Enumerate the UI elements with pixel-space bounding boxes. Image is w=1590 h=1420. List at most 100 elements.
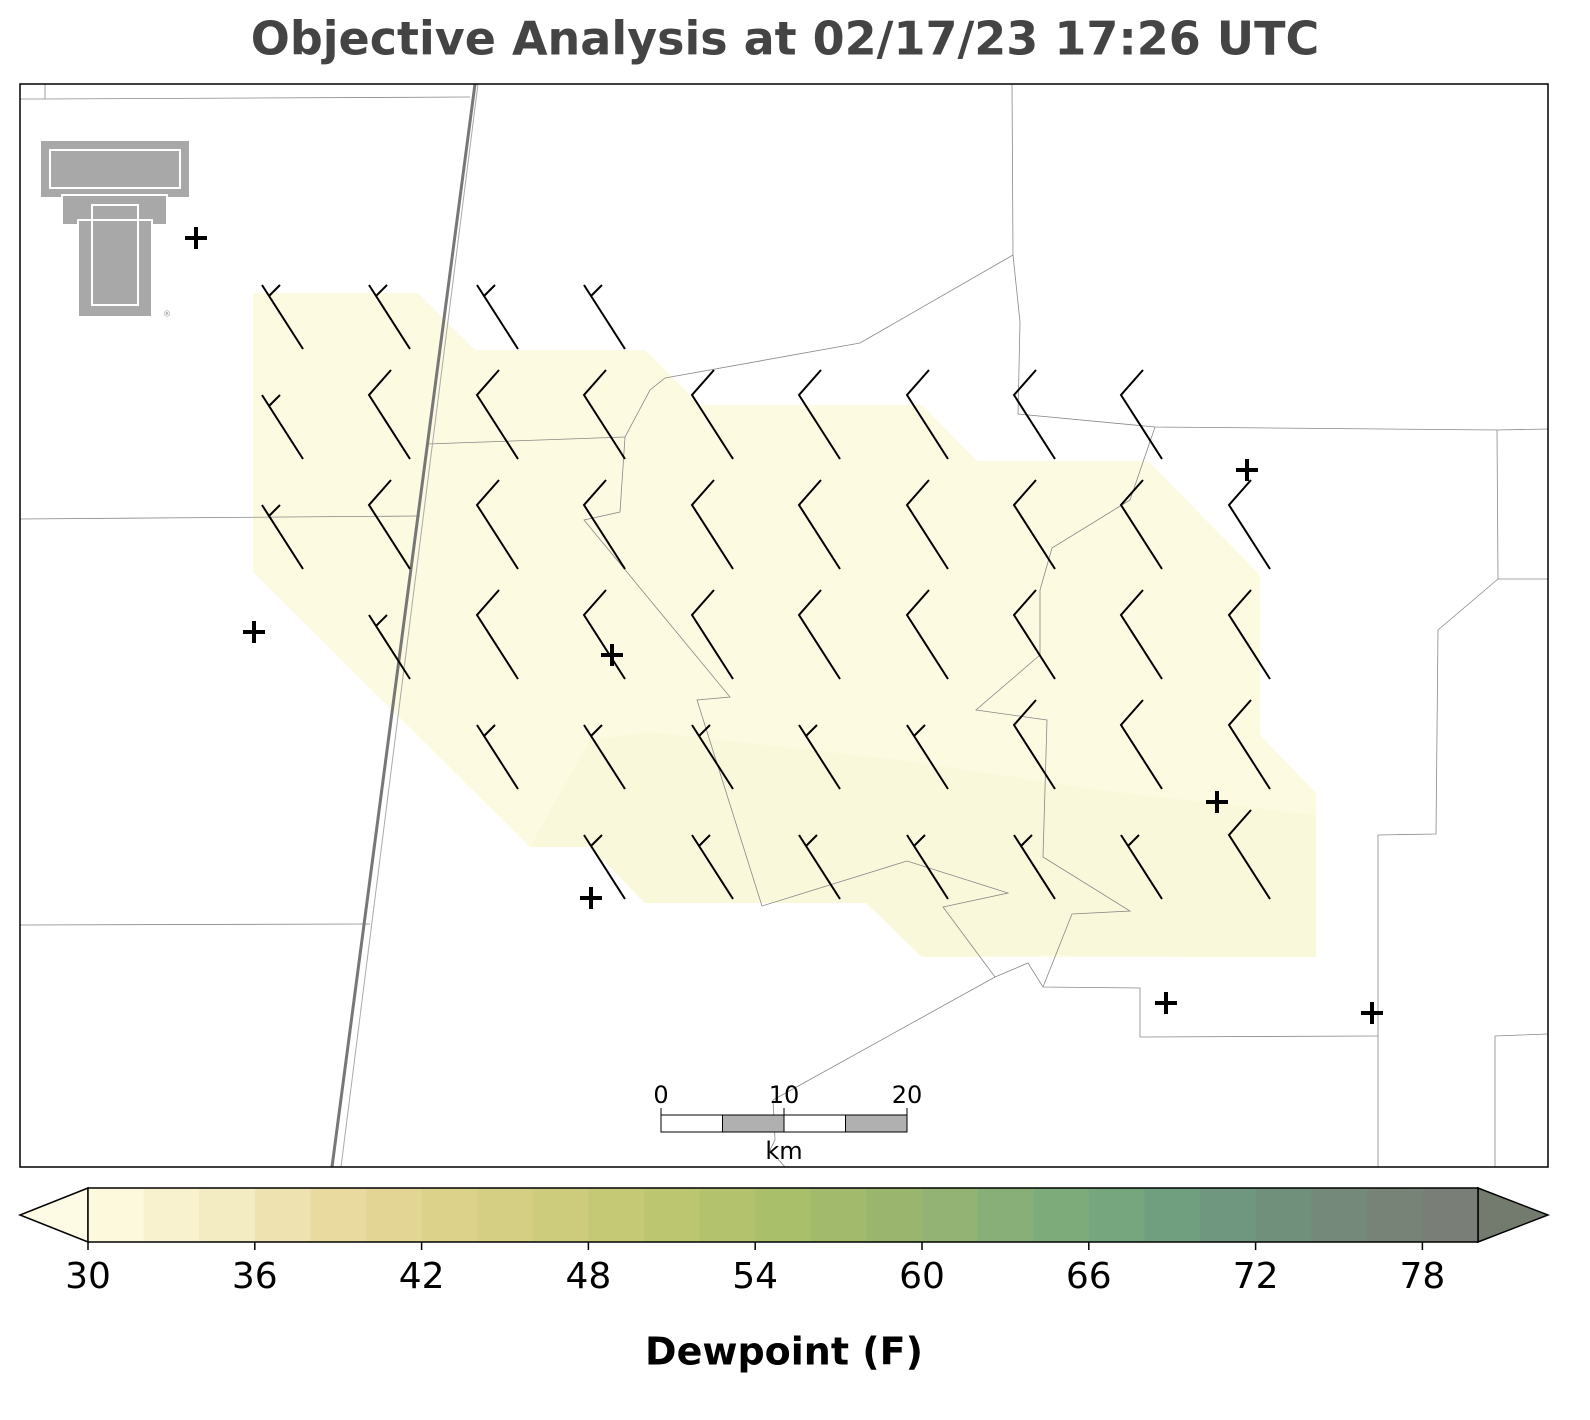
wind-barb [367, 479, 411, 570]
boundary-line [340, 83, 479, 1168]
stations [185, 227, 1383, 1024]
wind-barb [906, 834, 949, 900]
station-marker [185, 227, 207, 249]
colorbar-tick-label: 30 [65, 1256, 111, 1297]
colorbar-bin [1255, 1188, 1312, 1242]
wind-barb [476, 284, 519, 350]
colorbar-over [1477, 1186, 1551, 1244]
colorbar-bin [477, 1188, 534, 1242]
colorbar-bin [1366, 1188, 1423, 1242]
station-marker [1206, 791, 1228, 813]
station-marker [243, 621, 265, 643]
wind-barb [583, 284, 626, 350]
wind-barb [475, 589, 519, 680]
wind-barb [476, 724, 519, 790]
colorbar: Dewpoint (F) 30 36 42 48 54 60 66 72 78 [17, 1186, 1551, 1374]
wind-barb [691, 834, 734, 900]
colorbar-bin [699, 1188, 756, 1242]
wind-barb [367, 369, 411, 460]
colorbar-bin [254, 1188, 311, 1242]
colorbar-bin [1033, 1188, 1090, 1242]
scale-tick-label: 20 [892, 1081, 923, 1109]
wind-barb [905, 589, 949, 680]
colorbar-tick-label: 78 [1399, 1256, 1445, 1297]
colorbar-bin [755, 1188, 812, 1242]
scale-segment [845, 1114, 908, 1133]
map: ® km 0 10 20 [19, 83, 1549, 1168]
colorbar-bin [532, 1188, 589, 1242]
scale-segment [722, 1114, 785, 1133]
colorbar-under [17, 1186, 89, 1244]
svg-text:®: ® [163, 310, 171, 319]
colorbar-tick-label: 66 [1066, 1256, 1112, 1297]
colorbar-bin [1088, 1188, 1145, 1242]
dewpoint-field [530, 732, 1316, 957]
station-marker [580, 887, 602, 909]
wind-barb [582, 479, 626, 570]
wind-barb [1119, 479, 1163, 570]
colorbar-tick-label: 54 [732, 1256, 778, 1297]
title: Objective Analysis at 02/17/23 17:26 UTC [251, 12, 1320, 66]
wind-barb [1119, 369, 1163, 460]
colorbar-bin [588, 1188, 645, 1242]
scale-tick-label: 10 [769, 1081, 800, 1109]
wind-barb [583, 834, 626, 900]
colorbar-tick-label: 36 [232, 1256, 278, 1297]
wind-barb [261, 504, 304, 570]
wind-barb [690, 479, 734, 570]
wind-barb [798, 724, 841, 790]
wind-barb [261, 284, 304, 350]
colorbar-bin [977, 1188, 1034, 1242]
colorbar-bin [88, 1188, 145, 1242]
colorbar-bin [810, 1188, 867, 1242]
scale-segment [783, 1114, 846, 1133]
boundary-line [330, 83, 477, 1168]
scale-segment [660, 1114, 723, 1133]
wind-barb [690, 369, 734, 460]
colorbar-tick-label: 60 [899, 1256, 945, 1297]
borders [19, 83, 1549, 1168]
logo: ® [39, 139, 191, 319]
wind-barb [368, 284, 411, 350]
wind-barb [905, 479, 949, 570]
colorbar-tick-label: 72 [1233, 1256, 1279, 1297]
wind-barb [582, 369, 626, 460]
colorbar-bin [922, 1188, 979, 1242]
colorbar-bin [1144, 1188, 1201, 1242]
station-marker [1236, 459, 1258, 481]
station-marker [1361, 1002, 1383, 1024]
wind-barb [797, 589, 841, 680]
scale-unit: km [765, 1137, 802, 1165]
colorbar-bin [310, 1188, 367, 1242]
colorbar-tick-label: 48 [565, 1256, 611, 1297]
wind-barb [797, 479, 841, 570]
station-marker [601, 644, 623, 666]
wind-barb [1227, 699, 1271, 790]
wind-barb [798, 834, 841, 900]
colorbar-label: Dewpoint (F) [645, 1330, 923, 1374]
wind-barb [583, 724, 626, 790]
wind-barb [691, 724, 734, 790]
colorbar-bin [1311, 1188, 1368, 1242]
scale-tick-label: 0 [653, 1081, 668, 1109]
wind-barb [1227, 809, 1271, 900]
scale-bar: km 0 10 20 [653, 1081, 922, 1165]
colorbar-bin [1422, 1188, 1479, 1242]
colorbar-frame [87, 1187, 1479, 1243]
wind-barb [1227, 589, 1271, 680]
wind-barb [690, 589, 734, 680]
colorbar-bin [644, 1188, 701, 1242]
wind-barb [905, 369, 949, 460]
colorbar-tick-label: 42 [399, 1256, 445, 1297]
wind-barb [1012, 369, 1056, 460]
station-marker [1155, 992, 1177, 1014]
map-frame [19, 83, 1549, 1168]
wind-barb [368, 614, 411, 680]
wind-barbs [261, 284, 1271, 900]
wind-barb [475, 369, 519, 460]
wind-barb [1119, 699, 1163, 790]
wind-barb [906, 724, 949, 790]
wind-barb [1013, 834, 1056, 900]
wind-barb [1012, 699, 1056, 790]
